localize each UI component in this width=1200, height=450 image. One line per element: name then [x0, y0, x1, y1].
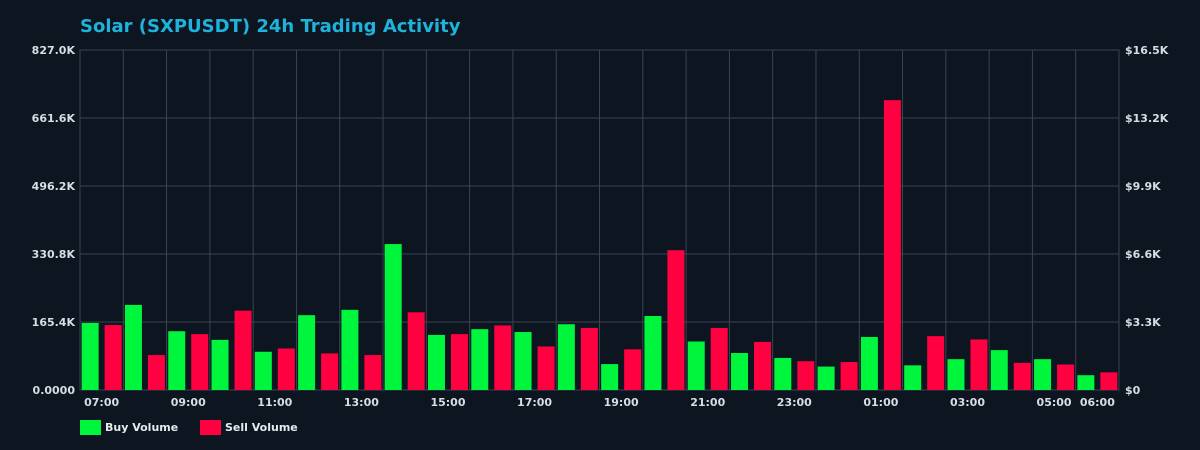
- bar-sell-volume: [450, 334, 468, 390]
- y-right-tick-label: $13.2K: [1125, 112, 1169, 125]
- y-left-tick-label: 827.0K: [32, 44, 76, 57]
- bar-sell-volume: [104, 325, 122, 390]
- x-tick-label: 13:00: [344, 396, 379, 409]
- bar-buy-volume: [687, 341, 705, 390]
- bar-sell-volume: [1057, 364, 1075, 390]
- bar-sell-volume: [580, 327, 598, 390]
- y-axis-left: 0.0000 165.4K 330.8K 496.2K 661.6K 827.0K: [32, 44, 76, 397]
- bar-sell-volume: [321, 353, 339, 390]
- y-left-tick-label: 661.6K: [32, 112, 76, 125]
- bar-buy-volume: [124, 304, 142, 390]
- bar-sell-volume: [667, 250, 685, 390]
- bar-buy-volume: [168, 331, 186, 390]
- bar-buy-volume: [774, 357, 792, 390]
- x-tick-label: 15:00: [430, 396, 465, 409]
- legend-buy-label: Buy Volume: [105, 421, 178, 434]
- x-axis: 07:00 09:00 11:00 13:00 15:00 17:00 19:00 21:00…: [84, 396, 1115, 409]
- x-tick-label: 01:00: [863, 396, 898, 409]
- x-tick-label: 21:00: [690, 396, 725, 409]
- bar-buy-volume: [557, 324, 575, 390]
- x-tick-label: 09:00: [171, 396, 206, 409]
- y-right-tick-label: $6.6K: [1125, 248, 1161, 261]
- bar-buy-volume: [471, 329, 489, 390]
- bar-buy-volume: [298, 315, 316, 390]
- bar-sell-volume: [494, 325, 512, 390]
- bar-sell-volume: [407, 312, 425, 390]
- y-left-tick-label: 496.2K: [32, 180, 76, 193]
- bar-buy-volume: [904, 365, 922, 390]
- legend-sell-label: Sell Volume: [225, 421, 298, 434]
- y-left-tick-label: 0.0000: [33, 384, 76, 397]
- bar-sell-volume: [234, 310, 252, 390]
- bar-sell-volume: [754, 341, 772, 390]
- bar-sell-volume: [364, 355, 382, 390]
- bar-sell-volume: [277, 348, 295, 390]
- grid-layer: [79, 49, 1120, 391]
- x-tick-label: 06:00: [1080, 396, 1115, 409]
- bar-buy-volume: [341, 309, 359, 390]
- x-tick-label: 19:00: [604, 396, 639, 409]
- bar-buy-volume: [427, 334, 445, 390]
- bar-sell-volume: [191, 334, 209, 390]
- y-right-tick-label: $16.5K: [1125, 44, 1169, 57]
- x-tick-label: 07:00: [84, 396, 119, 409]
- legend-buy-swatch: [80, 420, 101, 435]
- bar-sell-volume: [147, 355, 165, 390]
- bar-sell-volume: [970, 339, 988, 390]
- x-tick-label: 23:00: [777, 396, 812, 409]
- legend: Buy Volume Sell Volume: [80, 420, 298, 435]
- x-tick-label: 17:00: [517, 396, 552, 409]
- bar-buy-volume: [1077, 375, 1095, 390]
- bar-buy-volume: [254, 351, 272, 390]
- bar-sell-volume: [1100, 372, 1118, 390]
- x-tick-label: 03:00: [950, 396, 985, 409]
- bar-buy-volume: [860, 336, 878, 390]
- bar-buy-volume: [644, 315, 662, 390]
- bar-sell-volume: [1013, 362, 1031, 390]
- bar-buy-volume: [384, 244, 402, 390]
- bar-sell-volume: [927, 336, 945, 390]
- bar-buy-volume: [731, 352, 749, 390]
- bar-buy-volume: [817, 366, 835, 390]
- bar-buy-volume: [81, 322, 99, 390]
- bar-sell-volume: [883, 100, 901, 390]
- y-right-tick-label: $9.9K: [1125, 180, 1161, 193]
- y-right-tick-label: $0: [1125, 384, 1141, 397]
- bar-sell-volume: [537, 346, 555, 390]
- y-right-tick-label: $3.3K: [1125, 316, 1161, 329]
- legend-sell-swatch: [200, 420, 221, 435]
- bar-buy-volume: [514, 332, 532, 390]
- bars-layer: [81, 100, 1118, 390]
- chart-title: Solar (SXPUSDT) 24h Trading Activity: [80, 16, 461, 37]
- bar-sell-volume: [840, 362, 858, 390]
- bar-buy-volume: [990, 350, 1008, 390]
- x-tick-label: 05:00: [1037, 396, 1072, 409]
- bar-buy-volume: [1034, 359, 1052, 390]
- y-left-tick-label: 330.8K: [32, 248, 76, 261]
- bar-sell-volume: [710, 327, 728, 390]
- bar-buy-volume: [211, 339, 229, 390]
- y-left-tick-label: 165.4K: [32, 316, 76, 329]
- bar-buy-volume: [947, 359, 965, 390]
- x-tick-label: 11:00: [257, 396, 292, 409]
- bar-sell-volume: [624, 349, 642, 390]
- bar-buy-volume: [601, 364, 619, 390]
- bar-sell-volume: [797, 361, 815, 390]
- y-axis-right: $0 $3.3K $6.6K $9.9K $13.2K $16.5K: [1125, 44, 1169, 397]
